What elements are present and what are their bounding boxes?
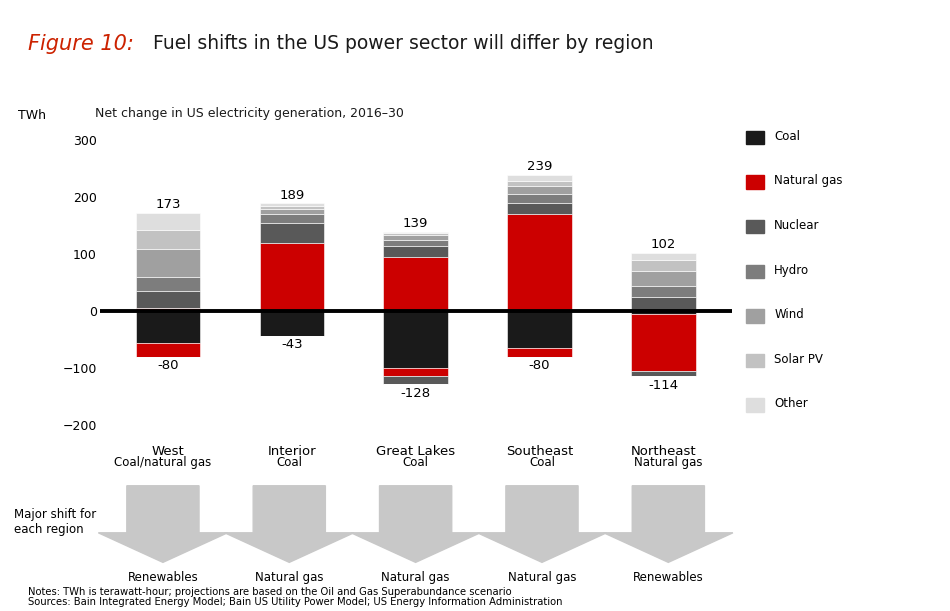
Text: 102: 102 — [651, 238, 676, 251]
Bar — [136, 249, 200, 277]
Bar — [631, 285, 695, 297]
Text: Renewables: Renewables — [633, 571, 704, 584]
Text: Figure 10:: Figure 10: — [28, 34, 134, 54]
Text: Coal: Coal — [276, 456, 302, 469]
Text: -128: -128 — [401, 387, 430, 400]
Bar — [507, 214, 572, 312]
Text: Natural gas: Natural gas — [255, 571, 324, 584]
Bar — [259, 243, 324, 312]
Bar — [136, 291, 200, 309]
Text: 139: 139 — [403, 218, 428, 230]
Text: Natural gas: Natural gas — [634, 456, 703, 469]
Text: 239: 239 — [527, 160, 552, 174]
Bar — [507, 175, 572, 181]
Text: Solar PV: Solar PV — [774, 353, 823, 366]
Bar — [631, 260, 695, 271]
Text: 189: 189 — [279, 189, 304, 202]
Bar — [384, 246, 447, 257]
Bar — [384, 233, 447, 235]
Text: -80: -80 — [157, 359, 179, 372]
Bar — [507, 312, 572, 348]
Bar — [136, 309, 200, 312]
Text: Fuel shifts in the US power sector will differ by region: Fuel shifts in the US power sector will … — [147, 34, 654, 53]
Text: -80: -80 — [529, 359, 550, 372]
Bar — [384, 257, 447, 312]
Bar — [507, 203, 572, 214]
Bar — [631, 314, 695, 371]
Bar — [631, 297, 695, 312]
Bar — [384, 235, 447, 240]
Bar — [631, 312, 695, 314]
Bar — [384, 312, 447, 368]
Bar — [136, 312, 200, 343]
Text: Notes: TWh is terawatt-hour; projections are based on the Oil and Gas Superabund: Notes: TWh is terawatt-hour; projections… — [28, 587, 512, 597]
Bar — [136, 343, 200, 357]
Bar — [259, 208, 324, 214]
Text: Wind: Wind — [774, 308, 804, 321]
Bar — [259, 206, 324, 208]
Bar — [384, 240, 447, 246]
Text: Coal: Coal — [529, 456, 555, 469]
Text: TWh: TWh — [18, 109, 46, 122]
Text: Other: Other — [774, 397, 808, 411]
Bar — [507, 194, 572, 203]
Bar — [136, 230, 200, 249]
Text: Major shift for
each region: Major shift for each region — [14, 508, 97, 536]
Bar — [384, 376, 447, 384]
Text: -114: -114 — [648, 379, 678, 392]
Bar — [136, 277, 200, 291]
Bar — [631, 371, 695, 376]
Bar — [259, 312, 324, 336]
Bar — [507, 186, 572, 194]
Text: Nuclear: Nuclear — [774, 219, 820, 232]
Text: Hydro: Hydro — [774, 263, 809, 277]
Bar — [631, 271, 695, 285]
Text: Coal: Coal — [403, 456, 428, 469]
Bar — [631, 253, 695, 260]
Text: Sources: Bain Integrated Energy Model; Bain US Utility Power Model; US Energy In: Sources: Bain Integrated Energy Model; B… — [28, 597, 563, 607]
Text: Net change in US electricity generation, 2016–30: Net change in US electricity generation,… — [95, 107, 404, 120]
Bar — [507, 348, 572, 357]
Bar — [507, 181, 572, 186]
Text: 173: 173 — [155, 198, 180, 211]
Text: Natural gas: Natural gas — [774, 174, 843, 188]
Bar — [384, 368, 447, 376]
Text: -43: -43 — [281, 338, 302, 351]
Text: Natural gas: Natural gas — [507, 571, 577, 584]
Text: Renewables: Renewables — [127, 571, 199, 584]
Text: Natural gas: Natural gas — [381, 571, 450, 584]
Text: Coal: Coal — [774, 130, 800, 143]
Bar — [259, 214, 324, 223]
Bar — [384, 232, 447, 233]
Bar — [136, 213, 200, 230]
Text: Coal/natural gas: Coal/natural gas — [114, 456, 212, 469]
Bar — [259, 203, 324, 206]
Bar — [259, 223, 324, 243]
